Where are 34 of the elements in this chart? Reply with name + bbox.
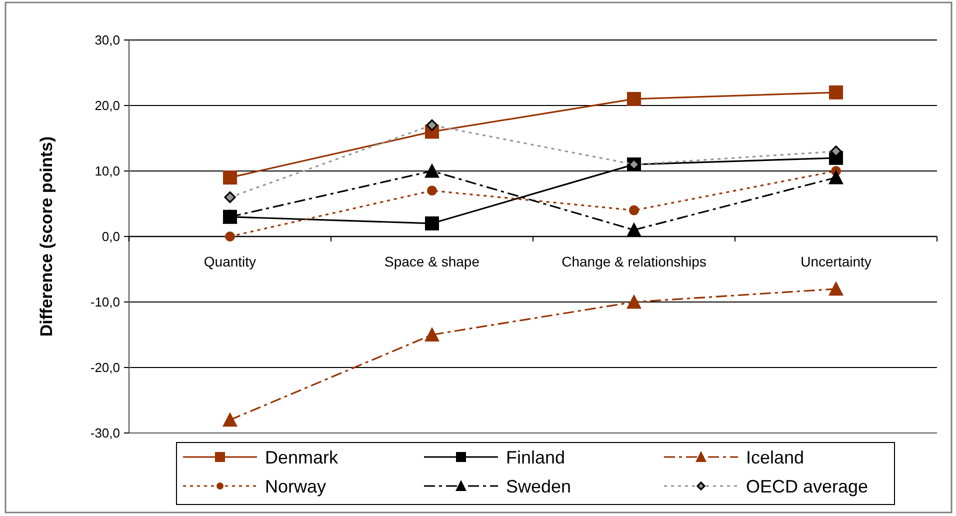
x-tick-label: Uncertainty [800,254,872,270]
point [829,85,843,100]
point [425,216,439,230]
legend-label: Norway [265,476,326,496]
point [627,92,641,106]
y-tick-label: -10,0 [90,294,120,310]
point [223,170,237,185]
x-tick-label: Change & relationships [562,254,706,270]
y-tick-label: 30,0 [94,32,120,48]
point [424,163,440,178]
point [629,205,639,216]
x-tick-label: Space & shape [384,254,480,270]
legend-label: Sweden [506,476,572,496]
y-tick-label: 20,0 [94,98,120,114]
legend-label: Iceland [746,447,804,468]
point [222,412,238,427]
y-tick-label: 0,0 [102,229,120,244]
point [828,281,844,296]
point [224,191,236,203]
legend-label: Denmark [265,447,340,468]
point [426,119,438,131]
point [828,170,844,184]
y-tick-label: -20,0 [90,360,120,376]
point [225,232,235,242]
y-axis-title: Difference (score points) [37,136,56,337]
point [424,327,440,342]
y-tick-label: 10,0 [94,164,120,179]
legend-label: OECD average [746,476,868,496]
legend-label: Finland [506,447,566,468]
point [626,294,642,309]
x-tick-label: Quantity [204,254,256,270]
point [427,186,437,196]
point [626,222,642,237]
y-tick-label: -30,0 [90,426,120,441]
